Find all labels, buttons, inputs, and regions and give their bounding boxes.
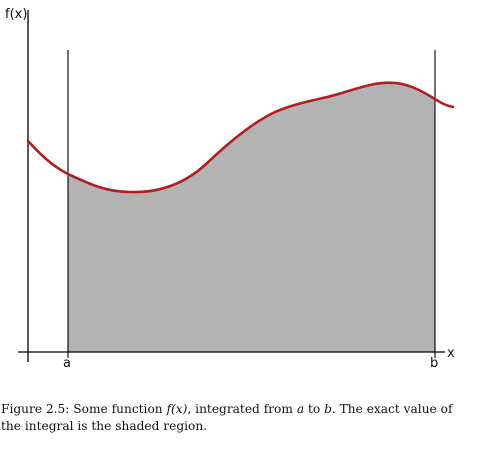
lower-bound-label: a [63,356,71,371]
caption-to-word: to [304,402,325,416]
x-axis-label: x [447,346,455,361]
upper-bound-label: b [430,356,438,371]
caption-function: f(x) [166,402,188,416]
caption-prefix: Figure 2.5: Some function [1,402,167,416]
caption-suffix: . The exact value of the integral is the… [1,402,453,433]
caption-upper-bound: b [324,402,332,416]
caption-lower-bound: a [296,402,305,416]
y-axis-label: f(x) [5,7,27,22]
function-curve [26,81,455,194]
figure-caption: Figure 2.5: Some function f(x), integrat… [1,401,471,435]
caption-middle: , integrated from [187,402,297,416]
integral-diagram: f(x) x a b [5,7,455,371]
shaded-integral-region [68,82,435,353]
